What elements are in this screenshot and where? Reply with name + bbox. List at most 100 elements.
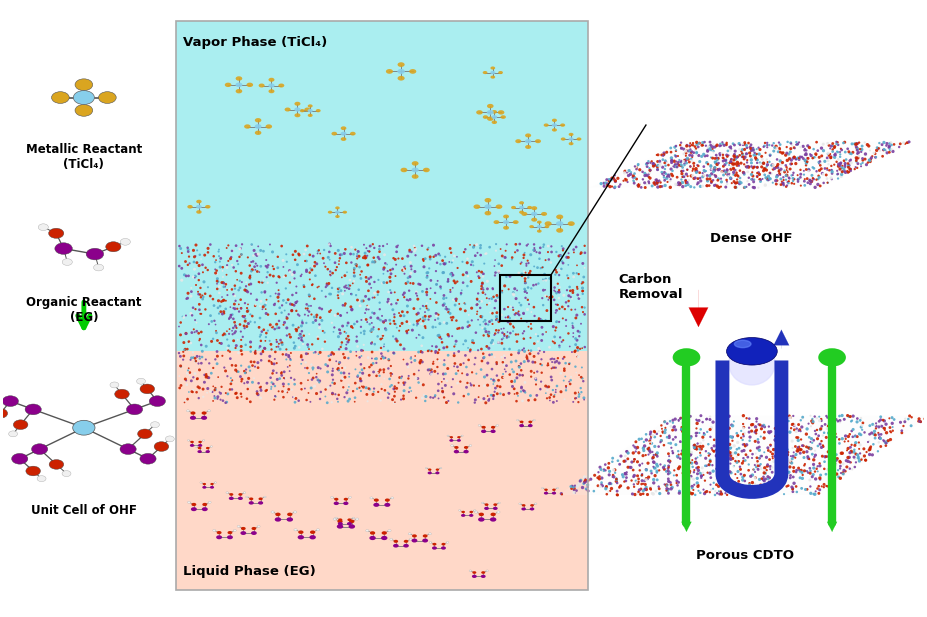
Point: [432, 332, 447, 342]
Point: [230, 393, 245, 403]
Point: [331, 390, 346, 400]
Point: [325, 388, 340, 398]
Point: [528, 280, 543, 289]
Circle shape: [224, 83, 232, 87]
Point: [215, 309, 230, 319]
Point: [634, 434, 649, 444]
Point: [857, 444, 871, 453]
Point: [495, 251, 510, 261]
Point: [406, 320, 421, 329]
Point: [646, 478, 661, 488]
Point: [425, 367, 439, 377]
Point: [331, 363, 346, 373]
Point: [231, 259, 246, 269]
Point: [337, 392, 352, 402]
Circle shape: [328, 210, 333, 213]
Point: [449, 336, 464, 346]
Point: [782, 164, 797, 174]
Circle shape: [527, 206, 532, 209]
Circle shape: [485, 503, 489, 506]
Point: [276, 379, 291, 389]
Point: [571, 352, 586, 362]
Point: [502, 344, 517, 354]
Point: [335, 373, 349, 383]
Point: [630, 442, 645, 452]
Point: [380, 387, 395, 397]
Point: [193, 354, 208, 363]
Point: [267, 359, 282, 369]
Point: [249, 387, 264, 397]
Point: [780, 170, 794, 180]
Point: [841, 436, 856, 446]
Point: [317, 245, 332, 255]
Point: [647, 426, 662, 436]
Point: [515, 328, 530, 338]
Point: [689, 147, 704, 157]
Point: [841, 161, 856, 171]
Point: [684, 447, 699, 457]
Point: [204, 336, 219, 346]
Point: [239, 278, 254, 288]
Point: [466, 242, 481, 252]
Point: [706, 447, 721, 457]
Circle shape: [240, 531, 247, 535]
Point: [332, 259, 347, 269]
Point: [264, 378, 279, 387]
Point: [657, 465, 672, 474]
Point: [868, 149, 883, 159]
Point: [227, 328, 242, 338]
Point: [842, 167, 857, 177]
Point: [654, 431, 668, 441]
Point: [431, 379, 446, 389]
Point: [332, 325, 347, 334]
Point: [705, 176, 719, 186]
Point: [883, 143, 897, 152]
Point: [689, 415, 704, 424]
Point: [440, 276, 455, 286]
Point: [692, 168, 707, 178]
Point: [297, 331, 311, 341]
Point: [416, 390, 431, 400]
Point: [755, 451, 769, 461]
Point: [566, 272, 581, 282]
Point: [192, 336, 207, 346]
Point: [409, 373, 424, 383]
Point: [313, 363, 328, 373]
Point: [470, 307, 485, 317]
Point: [643, 429, 658, 439]
Point: [688, 144, 703, 154]
Point: [181, 271, 196, 281]
Point: [207, 391, 222, 401]
Point: [489, 308, 504, 318]
Point: [552, 342, 567, 352]
Point: [253, 383, 268, 393]
Point: [689, 423, 704, 433]
Point: [800, 173, 815, 183]
Point: [190, 352, 205, 362]
Point: [596, 178, 611, 188]
Point: [300, 340, 315, 350]
Point: [806, 436, 821, 445]
Point: [855, 141, 870, 151]
Point: [686, 147, 701, 157]
Point: [267, 300, 282, 310]
Point: [435, 377, 450, 387]
Point: [759, 465, 774, 475]
Circle shape: [503, 220, 509, 224]
Circle shape: [26, 466, 41, 476]
Point: [655, 427, 670, 437]
Circle shape: [496, 424, 499, 426]
Circle shape: [275, 513, 281, 516]
Point: [459, 383, 474, 392]
Point: [511, 329, 526, 339]
Circle shape: [490, 75, 495, 79]
Point: [694, 444, 709, 454]
Point: [463, 240, 477, 250]
Point: [384, 380, 399, 390]
Point: [781, 467, 796, 477]
Point: [799, 160, 814, 170]
Point: [631, 180, 646, 190]
Point: [646, 452, 661, 462]
Point: [312, 347, 327, 357]
Point: [655, 151, 670, 160]
